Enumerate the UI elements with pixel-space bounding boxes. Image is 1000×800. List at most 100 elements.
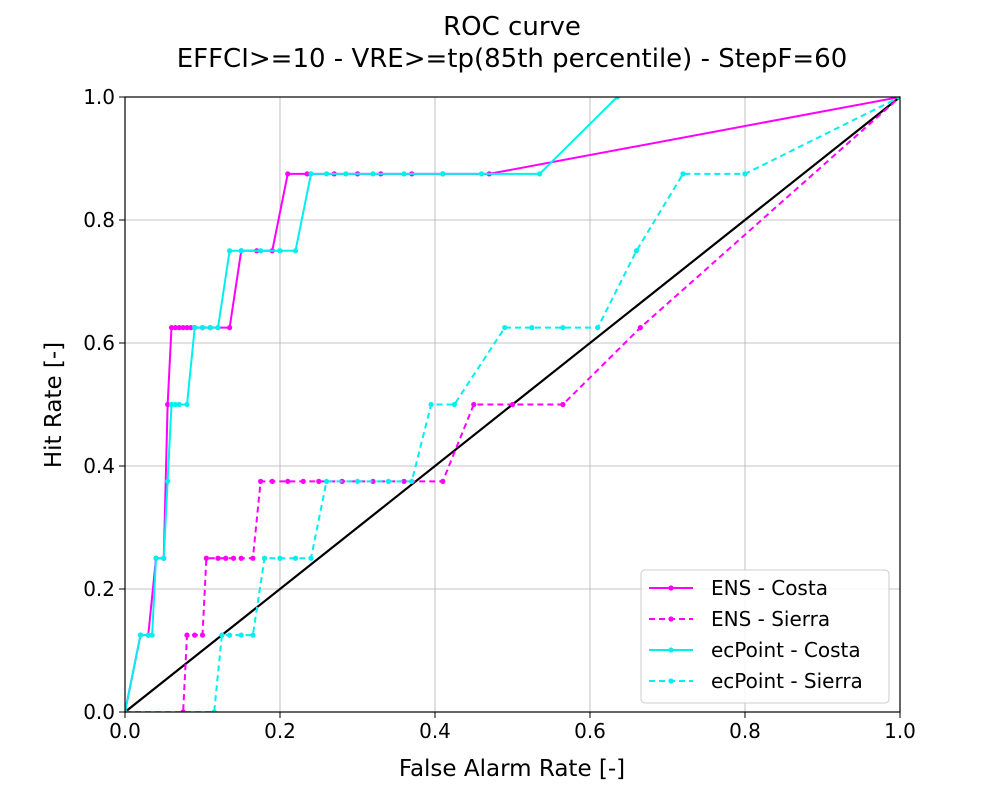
data-point-ecpoint-sierra <box>323 478 330 484</box>
series-ecpoint-costa <box>125 97 620 712</box>
data-point-ecpoint-costa <box>343 171 349 177</box>
data-point-ecpoint-costa <box>277 248 283 254</box>
data-point-ens-sierra <box>230 555 237 561</box>
legend-label: ENS - Sierra <box>711 607 830 631</box>
data-point-ecpoint-sierra <box>277 555 283 561</box>
data-point-ecpoint-sierra <box>227 632 233 638</box>
data-point-ens-sierra <box>223 555 229 561</box>
legend: ENS - Costa ENS - Sierra ecPoint - Costa ec… <box>640 569 890 704</box>
data-point-ens-costa <box>188 325 194 331</box>
data-point-ecpoint-costa <box>172 401 178 408</box>
data-point-ens-sierra <box>258 478 264 484</box>
data-point-ens-sierra <box>203 555 209 561</box>
chart-subtitle: EFFCI>=10 - VRE>=tp(85th percentile) - S… <box>177 44 848 74</box>
x-tick-label: 0.8 <box>729 719 761 743</box>
data-point-ecpoint-costa <box>145 632 151 638</box>
data-point-ens-sierra <box>401 478 407 484</box>
legend-label: ENS - Costa <box>711 576 828 600</box>
data-point-ecpoint-sierra <box>633 248 640 254</box>
data-point-ecpoint-sierra <box>409 478 415 484</box>
x-tick-label: 0.6 <box>574 719 606 743</box>
data-point-ecpoint-sierra <box>680 171 686 177</box>
data-point-ecpoint-costa <box>614 97 620 100</box>
data-point-ecpoint-costa <box>207 325 213 331</box>
y-tick-label: 0.8 <box>83 208 115 232</box>
data-point-ens-sierra <box>509 401 516 408</box>
data-point-ecpoint-sierra <box>529 325 535 331</box>
data-point-ecpoint-sierra <box>238 632 244 638</box>
data-point-ens-costa <box>176 325 182 331</box>
data-point-ecpoint-costa <box>176 401 182 408</box>
data-point-ecpoint-costa <box>184 401 190 408</box>
data-point-ecpoint-costa <box>215 325 221 331</box>
legend-swatch-marker <box>668 647 674 653</box>
chart-title: ROC curve <box>443 12 581 42</box>
data-point-ecpoint-costa <box>478 171 485 177</box>
data-point-ecpoint-sierra <box>354 478 361 484</box>
data-point-ecpoint-costa <box>238 248 244 254</box>
legend-box <box>640 569 890 704</box>
data-point-ens-costa <box>168 325 175 331</box>
data-point-ens-sierra <box>440 478 446 484</box>
data-point-ecpoint-sierra <box>308 555 314 561</box>
data-point-ens-costa <box>304 171 310 177</box>
data-point-ecpoint-sierra <box>742 171 748 177</box>
data-point-ecpoint-costa <box>165 478 171 484</box>
y-tick-label: 1.0 <box>83 85 115 109</box>
y-tick-label: 0.6 <box>83 331 115 355</box>
data-point-ecpoint-costa <box>168 401 175 408</box>
x-axis-label: False Alarm Rate [-] <box>399 756 625 782</box>
data-point-ecpoint-sierra <box>428 401 434 408</box>
data-point-ecpoint-costa <box>292 248 299 254</box>
data-point-ecpoint-sierra <box>261 555 268 561</box>
data-point-ecpoint-costa <box>137 632 144 638</box>
legend-swatch-marker <box>668 585 674 591</box>
data-point-ecpoint-costa <box>161 555 167 561</box>
data-point-ecpoint-sierra <box>385 478 392 484</box>
data-point-ens-costa <box>180 325 186 331</box>
data-point-ecpoint-sierra <box>250 632 256 638</box>
x-tick-label: 0.2 <box>264 719 296 743</box>
y-tick-label: 0.0 <box>83 700 115 724</box>
data-point-ens-sierra <box>316 478 322 484</box>
data-point-ens-sierra <box>370 478 376 484</box>
data-point-ecpoint-sierra <box>451 401 457 408</box>
data-point-ens-sierra <box>285 478 291 484</box>
data-point-ecpoint-costa <box>370 171 376 177</box>
series-ens-sierra <box>125 97 900 712</box>
data-point-ens-costa <box>285 171 291 177</box>
data-point-ecpoint-costa <box>401 171 407 177</box>
legend-label: ecPoint - Sierra <box>711 669 863 693</box>
data-point-ecpoint-costa <box>308 171 314 177</box>
series-ecpoint-sierra <box>125 97 900 712</box>
data-point-ecpoint-costa <box>440 171 446 177</box>
data-point-ens-costa <box>165 401 171 408</box>
data-point-ecpoint-sierra <box>897 97 900 100</box>
legend-swatch-marker <box>668 616 674 622</box>
data-point-ecpoint-costa <box>192 325 198 331</box>
data-point-ecpoint-sierra <box>292 555 299 561</box>
data-point-ens-sierra <box>192 632 198 638</box>
data-point-ecpoint-sierra <box>595 325 601 331</box>
x-tick-label: 1.0 <box>884 719 916 743</box>
data-point-ecpoint-costa <box>258 248 264 254</box>
data-point-ecpoint-costa <box>537 171 543 177</box>
data-point-ens-costa <box>184 325 190 331</box>
data-point-ens-sierra <box>560 401 566 408</box>
data-point-ens-sierra <box>180 709 186 712</box>
data-point-ens-sierra <box>471 401 477 408</box>
data-point-ecpoint-costa <box>149 632 155 638</box>
grid <box>124 96 901 713</box>
legend-label: ecPoint - Costa <box>711 638 861 662</box>
data-point-ecpoint-sierra <box>125 709 128 712</box>
data-point-ecpoint-costa <box>227 248 233 254</box>
x-tick-label: 0.0 <box>109 719 141 743</box>
axis-ticks: 0.0 0.2 0.4 0.6 0.8 1.0 0.0 0.2 0.4 0.6 0.8 1.0 <box>83 85 916 743</box>
data-point-ecpoint-sierra <box>211 709 217 712</box>
data-point-ecpoint-sierra <box>219 632 225 638</box>
legend-swatch-marker <box>668 678 674 684</box>
data-point-ens-sierra <box>238 555 244 561</box>
data-point-ens-sierra <box>184 632 190 638</box>
data-point-ens-sierra <box>199 632 206 638</box>
